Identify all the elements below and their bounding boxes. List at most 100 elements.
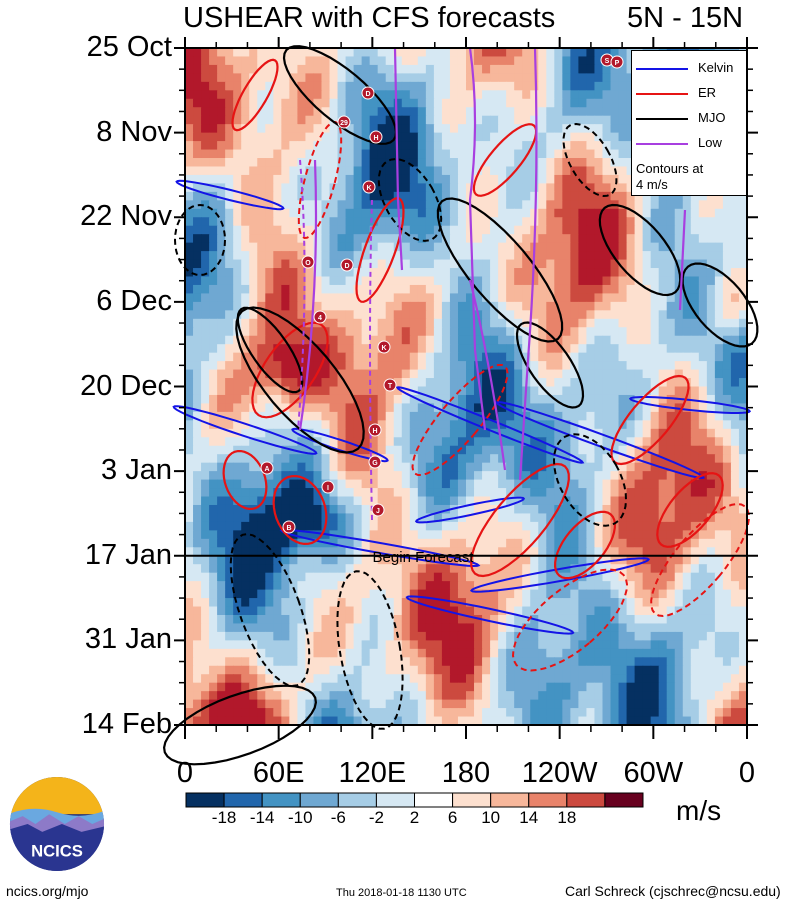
- heatmap-cell: [457, 437, 467, 447]
- heatmap-cell: [706, 606, 716, 616]
- heatmap-cell: [369, 276, 379, 286]
- heatmap-cell: [201, 361, 210, 371]
- heatmap-cell: [353, 225, 363, 235]
- heatmap-cell: [233, 158, 242, 168]
- heatmap-cell: [353, 471, 363, 481]
- heatmap-cell: [345, 648, 355, 658]
- heatmap-cell: [225, 268, 234, 278]
- heatmap-cell: [369, 572, 379, 582]
- heatmap-cell: [185, 174, 194, 184]
- heatmap-cell: [345, 310, 355, 320]
- heatmap-cell: [578, 81, 588, 91]
- heatmap-cell: [658, 361, 668, 371]
- heatmap-cell: [482, 242, 491, 252]
- heatmap-cell: [241, 606, 250, 616]
- heatmap-cell: [337, 293, 347, 303]
- heatmap-cell: [530, 327, 539, 337]
- heatmap-cell: [417, 378, 427, 388]
- heatmap-cell: [586, 98, 596, 108]
- heatmap-cell: [377, 166, 387, 176]
- heatmap-cell: [297, 386, 307, 396]
- heatmap-cell: [722, 437, 732, 447]
- heatmap-cell: [337, 149, 347, 159]
- heatmap-cell: [321, 276, 331, 286]
- heatmap-cell: [425, 310, 435, 320]
- heatmap-cell: [538, 141, 547, 151]
- heatmap-cell: [506, 411, 515, 421]
- heatmap-cell: [385, 606, 395, 616]
- heatmap-cell: [554, 462, 563, 472]
- heatmap-cell: [658, 547, 668, 557]
- heatmap-cell: [602, 361, 612, 371]
- heatmap-cell: [217, 369, 226, 379]
- heatmap-cell: [482, 81, 491, 91]
- heatmap-cell: [538, 183, 547, 193]
- heatmap-cell: [225, 242, 234, 252]
- heatmap-cell: [658, 598, 668, 608]
- heatmap-cell: [706, 445, 716, 455]
- heatmap-cell: [554, 530, 563, 540]
- heatmap-cell: [578, 428, 588, 438]
- heatmap-cell: [297, 488, 307, 498]
- heatmap-cell: [650, 445, 660, 455]
- heatmap-cell: [449, 631, 459, 641]
- heatmap-cell: [626, 98, 636, 108]
- heatmap-cell: [433, 268, 443, 278]
- heatmap-cell: [626, 81, 636, 91]
- heatmap-cell: [185, 614, 194, 625]
- heatmap-cell: [257, 369, 266, 379]
- heatmap-cell: [602, 403, 612, 413]
- heatmap-cell: [578, 183, 588, 193]
- heatmap-cell: [482, 361, 491, 371]
- heatmap-cell: [618, 521, 628, 531]
- heatmap-cell: [714, 420, 724, 430]
- heatmap-cell: [514, 98, 523, 108]
- heatmap-cell: [249, 107, 258, 117]
- heatmap-cell: [482, 394, 491, 405]
- heatmap-cell: [273, 276, 282, 286]
- heatmap-cell: [433, 284, 443, 295]
- heatmap-cell: [193, 90, 202, 100]
- heatmap-cell: [546, 98, 555, 108]
- heatmap-cell: [658, 293, 668, 303]
- heatmap-cell: [586, 572, 596, 582]
- heatmap-cell: [714, 344, 724, 354]
- heatmap-cell: [562, 631, 571, 641]
- heatmap-cell: [714, 445, 724, 455]
- heatmap-cell: [594, 293, 604, 303]
- heatmap-cell: [602, 141, 612, 151]
- heatmap-cell: [273, 318, 282, 328]
- heatmap-cell: [634, 217, 644, 227]
- heatmap-cell: [482, 564, 491, 574]
- heatmap-cell: [385, 191, 395, 201]
- heatmap-cell: [393, 589, 403, 599]
- heatmap-cell: [257, 276, 266, 286]
- heatmap-cell: [345, 378, 355, 388]
- heatmap-cell: [217, 547, 226, 557]
- heatmap-cell: [393, 428, 403, 438]
- heatmap-cell: [666, 394, 676, 405]
- heatmap-cell: [265, 598, 274, 608]
- heatmap-cell: [482, 437, 491, 447]
- heatmap-cell: [297, 124, 307, 134]
- heatmap-cell: [530, 521, 539, 531]
- heatmap-cell: [417, 462, 427, 472]
- heatmap-cell: [634, 403, 644, 413]
- heatmap-cell: [369, 149, 379, 159]
- heatmap-cell: [506, 614, 515, 625]
- heatmap-cell: [289, 547, 298, 557]
- heatmap-cell: [562, 403, 571, 413]
- heatmap-cell: [482, 107, 491, 117]
- heatmap-cell: [241, 301, 250, 311]
- heatmap-cell: [570, 445, 579, 455]
- heatmap-cell: [193, 496, 202, 506]
- heatmap-cell: [506, 471, 515, 481]
- heatmap-cell: [313, 445, 323, 455]
- heatmap-cell: [618, 513, 628, 523]
- heatmap-cell: [578, 581, 588, 591]
- heatmap-cell: [690, 268, 700, 278]
- heatmap-cell: [385, 513, 395, 523]
- heatmap-cell: [474, 64, 483, 74]
- heatmap-cell: [618, 403, 628, 413]
- heatmap-cell: [409, 581, 419, 591]
